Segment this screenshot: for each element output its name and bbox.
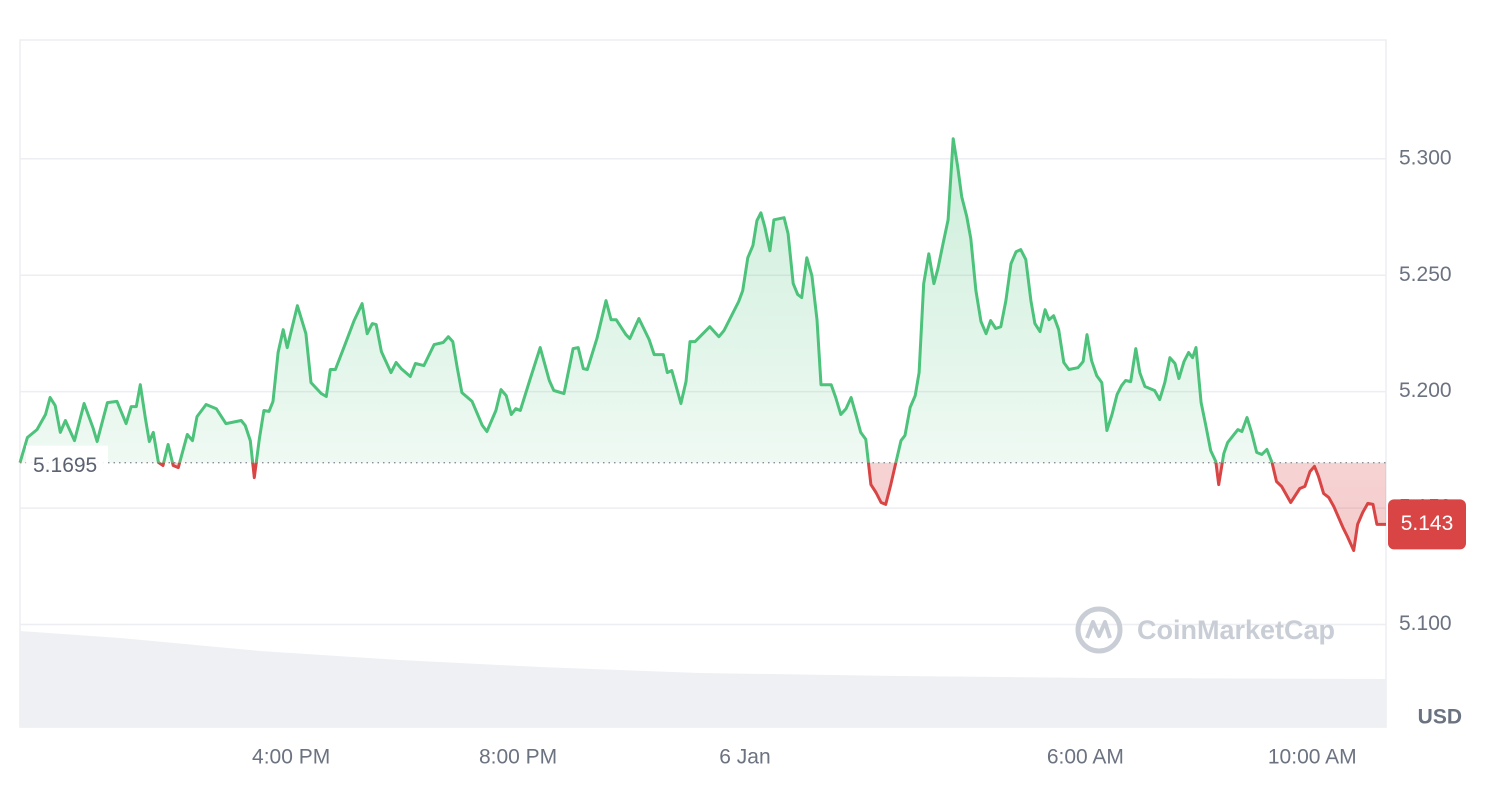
price-badge-label: 5.143 bbox=[1401, 512, 1454, 535]
watermark-logo-mark bbox=[1085, 620, 1112, 639]
price-line-up bbox=[18, 137, 1274, 463]
x-tick-label: 4:00 PM bbox=[252, 746, 330, 769]
x-tick-label: 6 Jan bbox=[719, 746, 770, 769]
x-tick-label: 8:00 PM bbox=[479, 746, 557, 769]
reference-label-bg bbox=[26, 445, 108, 478]
reference-label: 5.1695 bbox=[33, 454, 97, 477]
plot: 5.1695 bbox=[18, 137, 1386, 552]
volume-area bbox=[20, 631, 1386, 727]
y-tick-label: 5.300 bbox=[1399, 146, 1452, 169]
x-tick-label: 10:00 AM bbox=[1268, 746, 1357, 769]
y-tick-label: 5.200 bbox=[1399, 379, 1452, 402]
y-unit: USD bbox=[1418, 706, 1462, 729]
x-tick-label: 6:00 AM bbox=[1047, 746, 1124, 769]
watermark-text: CoinMarketCap bbox=[1137, 615, 1335, 645]
watermark: CoinMarketCap bbox=[1075, 606, 1335, 654]
y-tick-label: 5.100 bbox=[1399, 612, 1452, 635]
y-tick-label: 5.250 bbox=[1399, 263, 1452, 286]
watermark-logo bbox=[1075, 606, 1123, 654]
price-badge bbox=[1388, 499, 1466, 550]
area-up bbox=[20, 138, 1273, 463]
